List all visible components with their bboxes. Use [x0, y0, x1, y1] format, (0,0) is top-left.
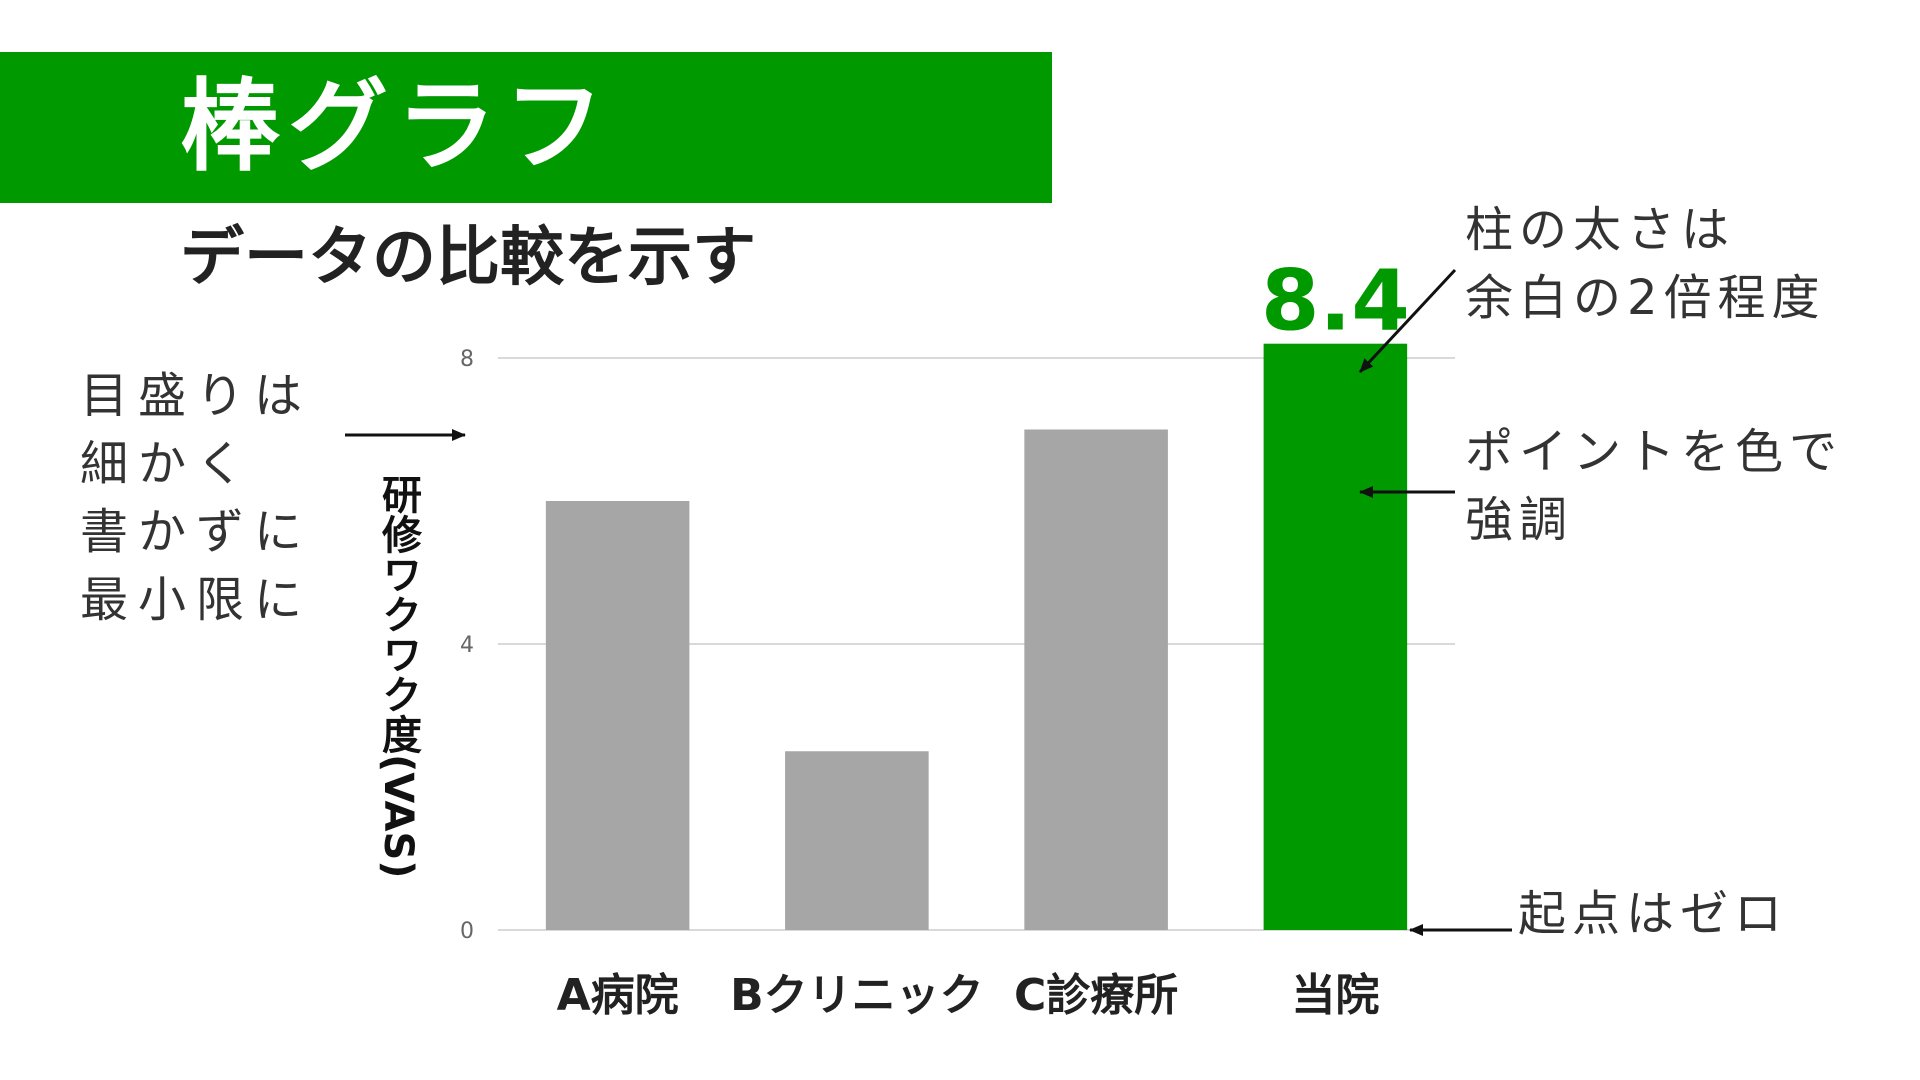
y-tick-labels: 0 4 8 [460, 347, 474, 944]
bar-highlight [1263, 343, 1408, 930]
title-banner [0, 52, 1052, 203]
gridlines-note-line: 目盛りは [80, 368, 313, 424]
data-label: 8.4 [1261, 252, 1410, 350]
bars [545, 343, 1408, 930]
gridlines-note-line: 最小限に [80, 572, 313, 628]
gridlines-note-line: 書かずに [80, 504, 313, 560]
category-labels: A病院 Bクリニック C診療所 当院 [557, 970, 1380, 1021]
category-label: 当院 [1291, 970, 1379, 1021]
slide-title: 棒グラフ [180, 68, 612, 185]
bar [545, 501, 690, 930]
category-label: C診療所 [1014, 970, 1178, 1021]
baseline-note: 起点はゼロ [1518, 886, 1789, 942]
y-axis-label: 研修ワクワク度(VAS) [375, 474, 421, 879]
y-tick-label: 0 [460, 919, 474, 944]
highlight-note: ポイントを色で 強調 [1465, 418, 1843, 554]
highlight-note-line: ポイントを色で [1465, 424, 1844, 480]
bar-width-note-arrow [1358, 268, 1457, 374]
y-tick-label: 8 [460, 347, 474, 372]
bar [785, 751, 929, 930]
category-label: Bクリニック [730, 970, 984, 1021]
y-tick-label: 4 [460, 633, 474, 658]
data-labels: 8.4 [1261, 252, 1410, 350]
gridlines-note: 目盛りは 細かく 書かずに 最小限に [80, 362, 312, 634]
annotation-arrows [345, 268, 1512, 936]
gridlines-note-line: 細かく [80, 436, 255, 492]
category-label: A病院 [557, 970, 679, 1021]
bar-width-note-line: 柱の太さは [1465, 202, 1736, 258]
bar-width-note-line: 余白の2倍程度 [1465, 270, 1826, 326]
highlight-note-line: 強調 [1465, 492, 1574, 548]
slide-subtitle: データの比較を示す [180, 221, 756, 295]
bar-width-note: 柱の太さは 余白の2倍程度 [1465, 196, 1826, 332]
bar [1024, 429, 1168, 930]
